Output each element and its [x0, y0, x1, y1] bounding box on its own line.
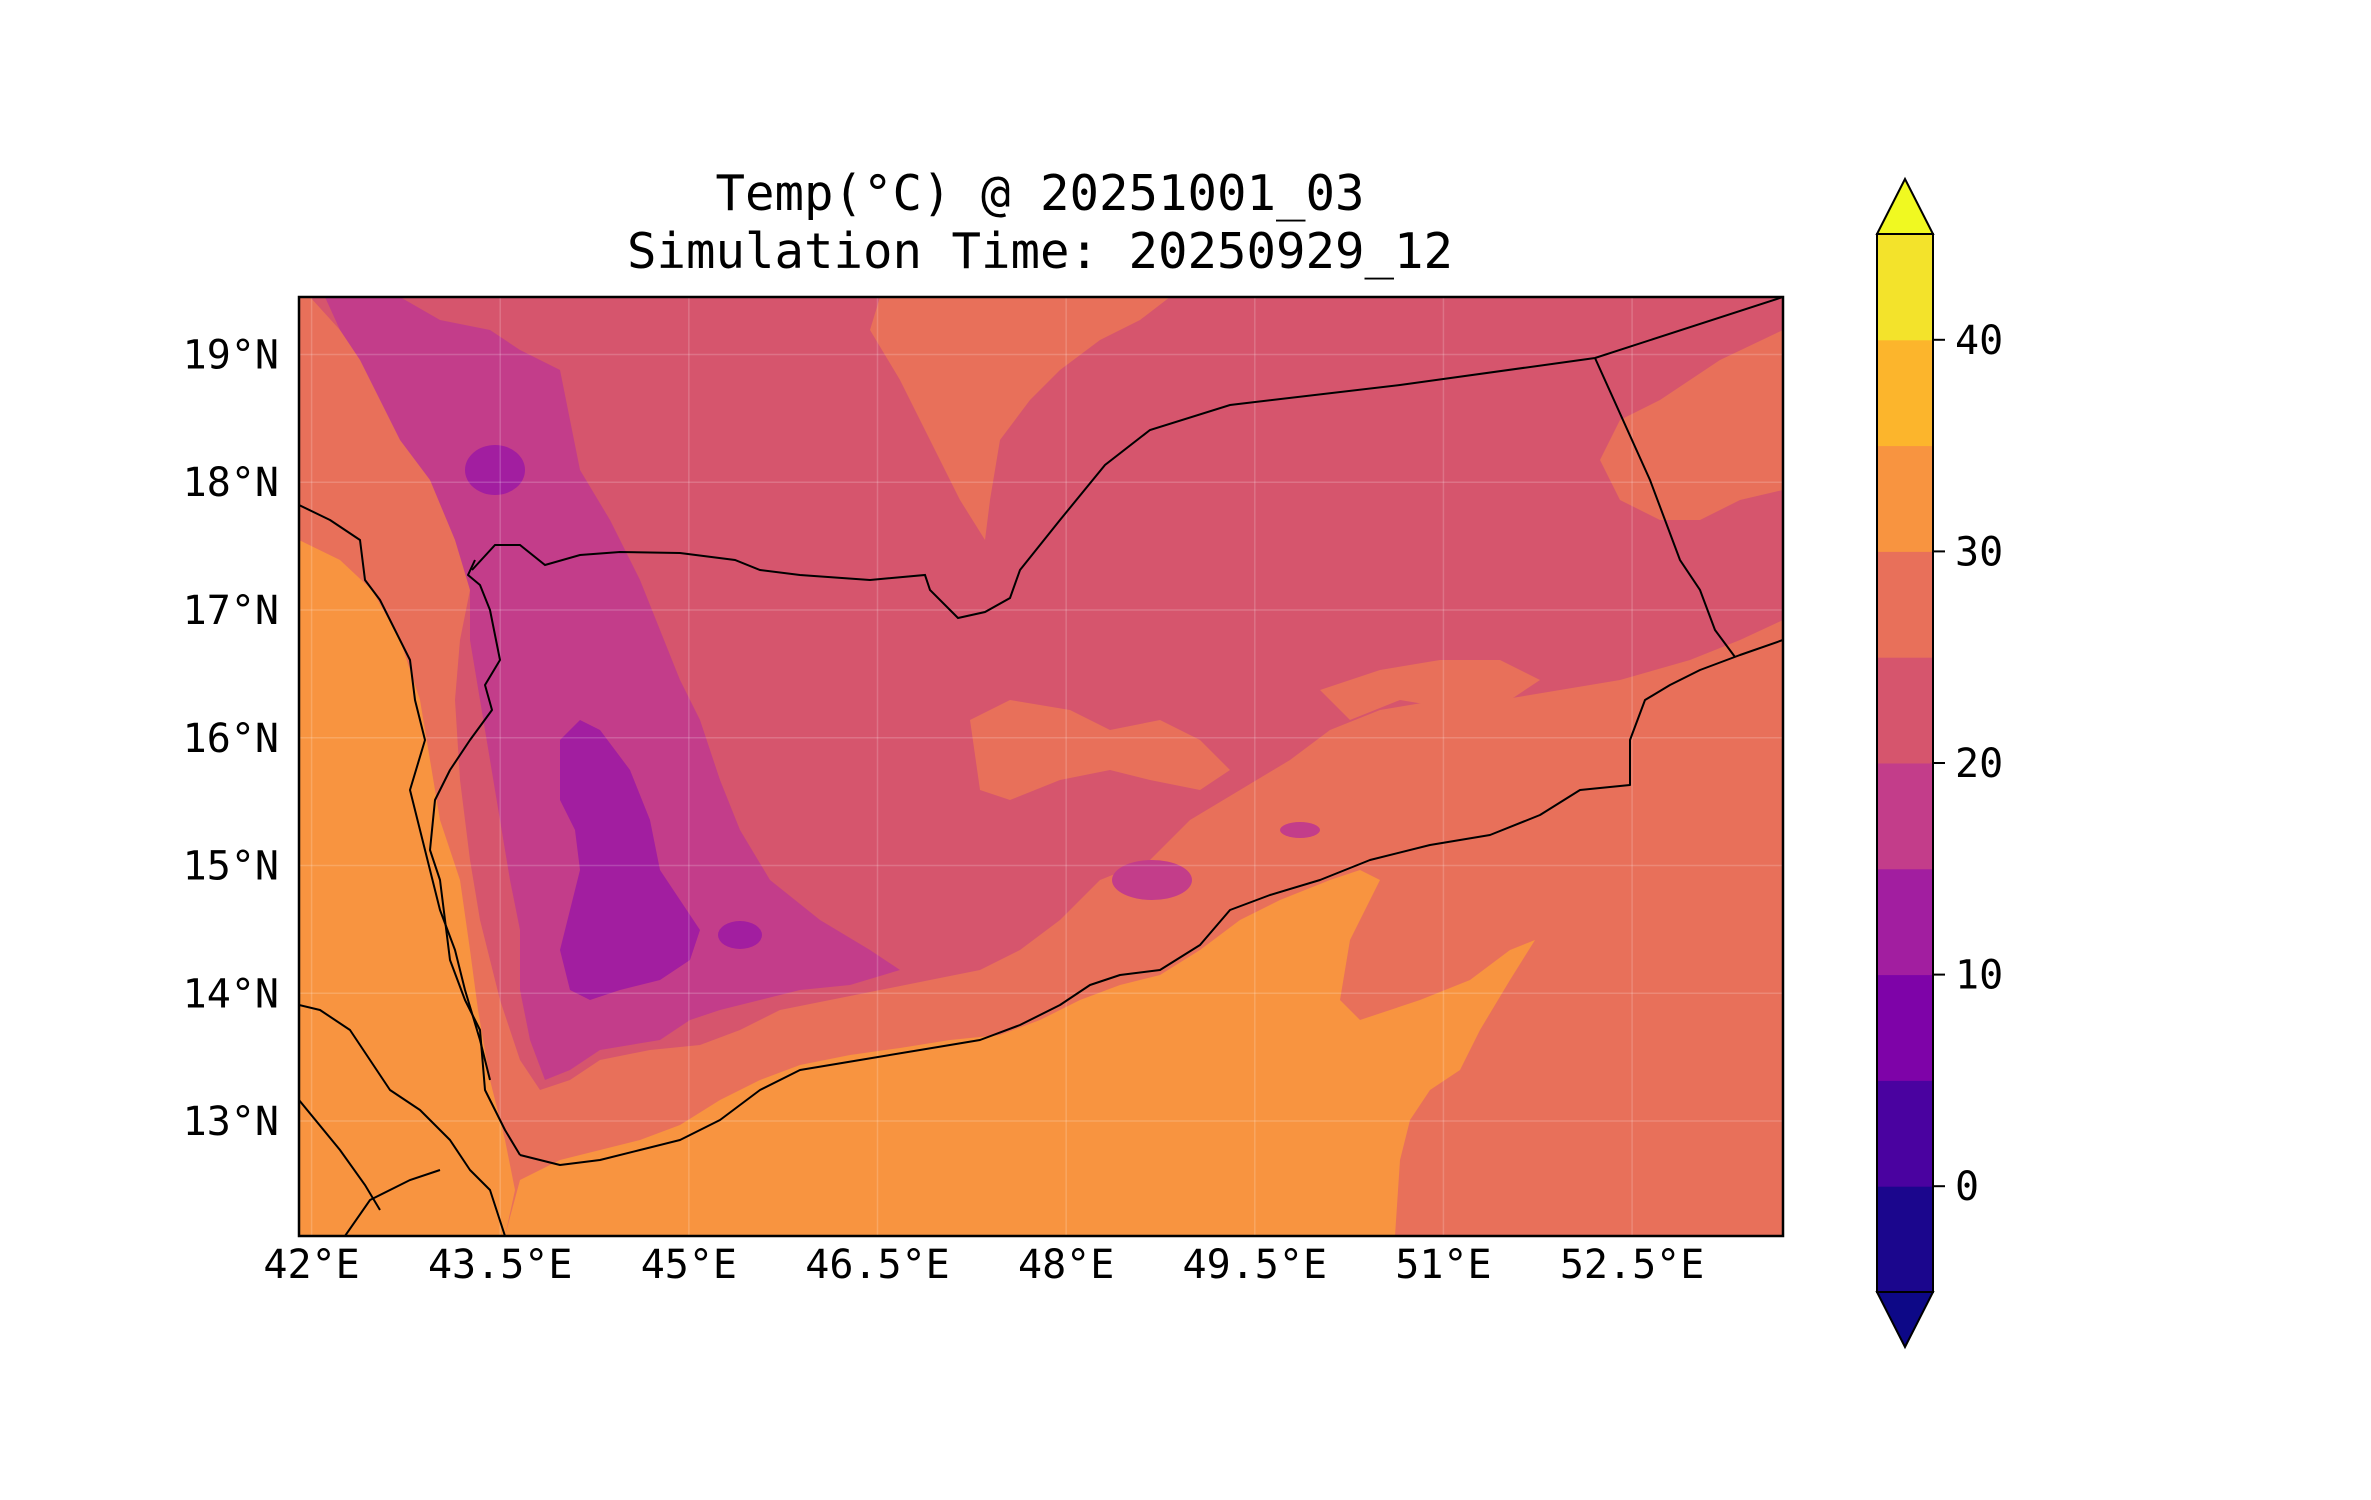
- red-sea-east-coast: [429, 559, 521, 1156]
- colorbar-tick-label: 30: [1955, 529, 2003, 575]
- y-tick-label: 14°N: [183, 971, 279, 1017]
- temp-band-15-20-patch2: [1280, 822, 1320, 838]
- colorbar-under-extension: [1875, 1291, 1935, 1350]
- temp-band-10-15-south: [718, 921, 762, 949]
- colorbar-tick-label: 0: [1955, 1164, 1979, 1210]
- y-tick-label: 13°N: [183, 1099, 279, 1145]
- colorbar-segment: [1877, 1186, 1933, 1293]
- yemen-oman-border: [1594, 357, 1736, 658]
- x-tick-label: 48°E: [1018, 1242, 1114, 1288]
- y-tick-label: 17°N: [183, 588, 279, 634]
- colorbar: 0 10 20 30 40: [1875, 176, 2003, 1350]
- eritrea-ethiopia-border: [299, 1099, 381, 1211]
- temp-band-10-15-core: [560, 720, 700, 1000]
- map-gridlines: [299, 297, 1783, 1236]
- x-tick-label: 52.5°E: [1560, 1242, 1705, 1288]
- y-tick-label: 18°N: [183, 460, 279, 506]
- colorbar-tick-label: 10: [1955, 953, 2003, 999]
- colorbar-segment: [1877, 763, 1933, 870]
- temp-band-15-20-highlands: [325, 297, 900, 1080]
- x-tick-label: 51°E: [1395, 1242, 1491, 1288]
- x-tick-label: 49.5°E: [1183, 1242, 1328, 1288]
- colorbar-over-extension: [1875, 176, 1935, 235]
- colorbar-segment: [1877, 445, 1933, 552]
- colorbar-segment: [1877, 657, 1933, 764]
- latitude-axis: 19°N 18°N 17°N 16°N 15°N 14°N 13°N: [183, 332, 279, 1145]
- temp-band-30-35-red-sea: [299, 540, 515, 1236]
- african-coast: [299, 504, 491, 1081]
- map-plot-area: [299, 297, 1783, 1236]
- colorbar-segment: [1877, 868, 1933, 976]
- temp-band-25-30-wadi: [970, 700, 1230, 800]
- y-tick-label: 19°N: [183, 332, 279, 378]
- temp-band-30-35-patch: [304, 776, 332, 824]
- colorbar-segment: [1877, 551, 1933, 658]
- gulf-of-aden-coast: [519, 639, 1783, 1166]
- colorbar-segment: [1877, 1080, 1933, 1187]
- colorbar-segment: [1877, 234, 1933, 341]
- temp-band-25-30-wadi3: [1330, 750, 1420, 810]
- longitude-axis: 42°E 43.5°E 45°E 46.5°E 48°E 49.5°E 51°E 52.5°E: [263, 1242, 1704, 1288]
- colorbar-segment: [1877, 339, 1933, 447]
- map-subtitle: Simulation Time: 20250929_12: [627, 223, 1453, 280]
- yemen-saudi-border: [471, 297, 1783, 620]
- x-tick-label: 42°E: [263, 1242, 359, 1288]
- temp-band-30-35-gulf: [505, 870, 1535, 1236]
- temp-band-10-15-north: [465, 445, 525, 495]
- coastlines: [299, 297, 1783, 1236]
- x-tick-label: 45°E: [641, 1242, 737, 1288]
- djibouti-border: [344, 1169, 441, 1236]
- y-tick-label: 16°N: [183, 716, 279, 762]
- temp-band-25-30-wadi2: [1320, 660, 1540, 720]
- colorbar-segment: [1877, 974, 1933, 1081]
- x-tick-label: 43.5°E: [428, 1242, 573, 1288]
- african-coast-south: [299, 1004, 506, 1236]
- temp-band-15-20-patch: [1112, 860, 1192, 900]
- x-tick-label: 46.5°E: [805, 1242, 950, 1288]
- colorbar-tick-label: 40: [1955, 318, 2003, 364]
- y-tick-label: 15°N: [183, 844, 279, 890]
- colorbar-tick-label: 20: [1955, 741, 2003, 787]
- map-frame: [297, 295, 1785, 1238]
- map-title: Temp(°C) @ 20251001_03: [715, 165, 1364, 222]
